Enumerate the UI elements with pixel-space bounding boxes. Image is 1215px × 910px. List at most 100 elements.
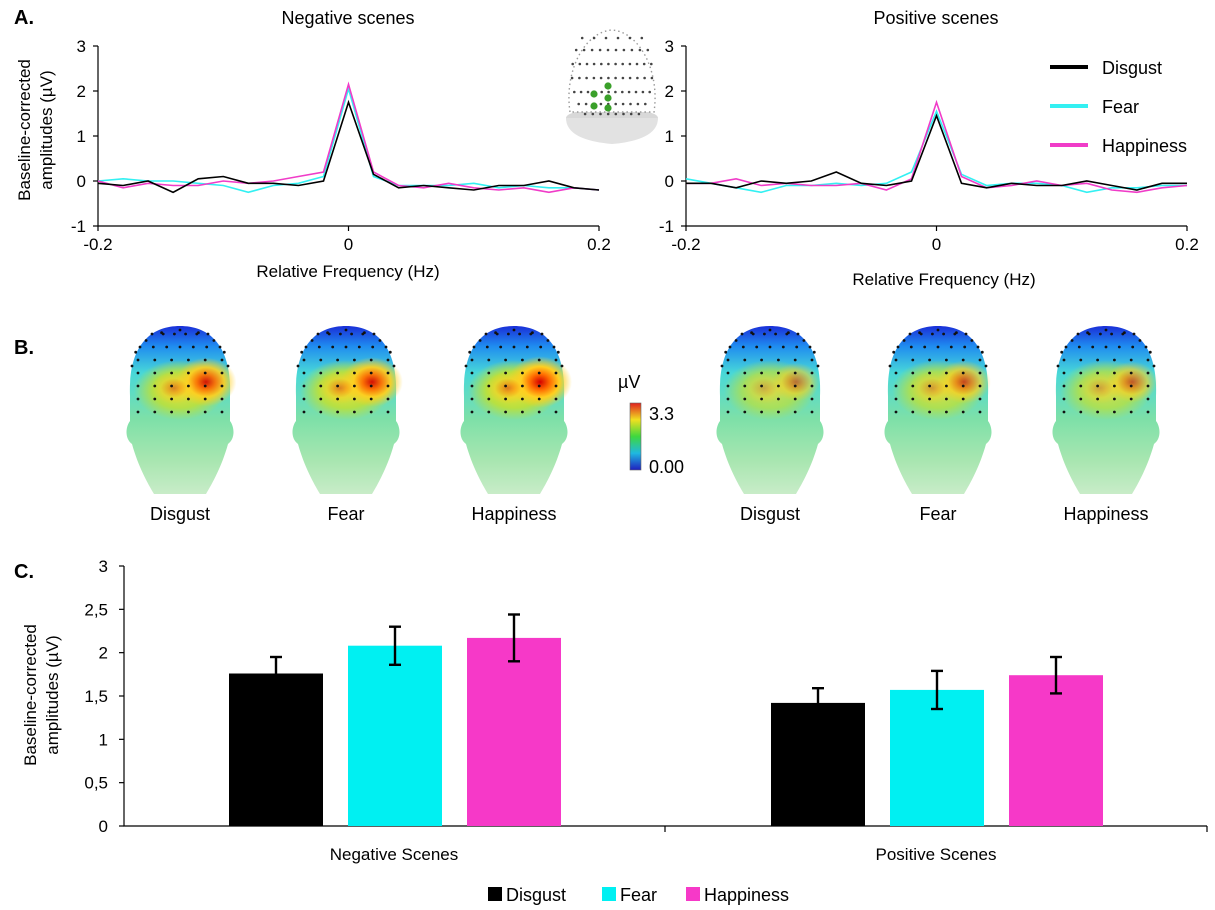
electrode-dot [386, 410, 390, 414]
electrode-dot [487, 410, 491, 414]
electrode-dot [220, 371, 224, 375]
electrode-dot [187, 371, 190, 375]
electrode-dot [556, 350, 560, 354]
electrode-dot [591, 112, 595, 116]
electrode-dot [573, 90, 576, 94]
electrode-dot [1146, 397, 1150, 401]
electrode-dot [136, 384, 140, 388]
electrode-dot [521, 358, 524, 362]
chart-axes [97, 46, 599, 227]
electrode-dot [165, 345, 169, 349]
electrode-dot [955, 331, 958, 335]
electrode-dot [781, 345, 785, 349]
electrode-dot [554, 371, 558, 375]
electrode-dot [369, 410, 373, 414]
electrode-dot [607, 76, 610, 80]
electrode-dot [606, 112, 610, 116]
electrode-dot [203, 410, 207, 414]
electrode-dot [763, 332, 766, 336]
electrode-dot [909, 345, 913, 349]
y-tick-label: 1 [665, 127, 674, 146]
electrode-dot [984, 364, 988, 368]
chart-ticks: -1 0 1 2 3 -0.2 0 0.2 [659, 37, 1199, 254]
topo-caption: Fear [919, 504, 956, 524]
electrode-dot [302, 371, 306, 375]
electrode-dot [525, 345, 529, 349]
electrode-dot [369, 384, 373, 388]
electrode-dot [928, 371, 931, 375]
electrode-dot [961, 358, 965, 362]
electrode-dot [537, 410, 541, 414]
electrode-dot [777, 384, 780, 388]
line-chart-negative: Negative scenes -1 0 1 2 3 -0.2 0 0.2 Relative … [71, 8, 611, 281]
electrode-dot [1129, 358, 1133, 362]
electrode-dot [621, 76, 625, 80]
legend-label-fear: Fear [1102, 97, 1139, 117]
electrode-dot [1079, 371, 1083, 375]
electrode-dot [470, 384, 474, 388]
electrode-dot [560, 364, 564, 368]
electrode-dot [1152, 364, 1156, 368]
electrode-dot [777, 397, 780, 401]
electrode-dot [537, 371, 541, 375]
electrode-dot [504, 410, 507, 414]
electrode-dot [760, 384, 763, 388]
electrode-dot [344, 328, 348, 332]
electrode-dot [470, 397, 474, 401]
electrode-dot [810, 371, 814, 375]
electrode-dot [552, 345, 556, 349]
electrode-dot [302, 410, 306, 414]
legend-swatch-disgust [488, 887, 502, 901]
electrode-dot [521, 410, 524, 414]
electrode-dot [206, 332, 210, 336]
electrode-dot [961, 371, 965, 375]
electrode-dot [1131, 345, 1135, 349]
electrode-dot [336, 410, 339, 414]
electrode-dot [537, 397, 541, 401]
y-tick-label: -1 [71, 217, 86, 236]
legend-label-happiness: Happiness [1102, 136, 1187, 156]
electrode-dot [296, 364, 300, 368]
electrode-dot [178, 328, 182, 332]
electrode-dot [316, 332, 320, 336]
electrode-dot [187, 384, 190, 388]
series-line-disgust [97, 99, 600, 194]
electrode-dot [1062, 384, 1066, 388]
electrode-dot [614, 76, 617, 80]
electrode-dot [768, 345, 772, 349]
chart-ticks: 0 0,5 1 1,5 2 2,5 3 [84, 557, 1208, 836]
electrode-dot [592, 62, 596, 66]
legend-label-disgust: Disgust [1102, 58, 1162, 78]
electrode-dot [1113, 384, 1116, 388]
colorbar-unit: µV [618, 372, 640, 392]
electrode-dot [331, 345, 335, 349]
panel-b-topographies: Disgust Fear Happiness Disgust Fear Happiness [126, 326, 1160, 524]
chart-series-lines [97, 81, 600, 194]
electrode-dot [740, 332, 744, 336]
electrode-dot [487, 358, 491, 362]
electrode-dot [1146, 371, 1150, 375]
x-tick-label: 0.2 [587, 235, 611, 254]
electrode-dot [226, 364, 230, 368]
electrode-dot [521, 397, 524, 401]
electrode-dot [574, 48, 578, 52]
electrode-dot [487, 384, 491, 388]
electrode-dot [537, 358, 541, 362]
electrode-dot [724, 350, 728, 354]
electrode-dot [579, 90, 583, 94]
electrode-dot [507, 332, 510, 336]
colorbar-min-label: 0.00 [649, 457, 684, 477]
electrode-dot [222, 350, 226, 354]
topo-caption: Disgust [740, 504, 800, 524]
electrode-dot [964, 332, 968, 336]
electrode-dot [638, 48, 642, 52]
electrode-dot [637, 112, 641, 116]
electrode-dot [961, 384, 965, 388]
electrode-dot [640, 36, 644, 40]
electrode-dot [760, 371, 763, 375]
electrode-dot [378, 339, 382, 342]
electrode-dot [1110, 332, 1113, 336]
electrode-dot [592, 36, 596, 40]
electrode-dot [136, 410, 140, 414]
electrode-dot [138, 345, 142, 349]
